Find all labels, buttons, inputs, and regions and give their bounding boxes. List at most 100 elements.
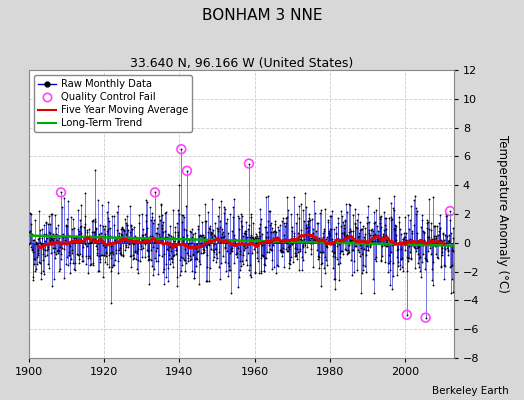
Point — [88, 229, 96, 235]
Point — [197, 240, 205, 246]
Point — [228, 204, 237, 210]
Point — [322, 257, 330, 263]
Point — [242, 219, 250, 226]
Point — [403, 254, 411, 260]
Point — [446, 208, 454, 214]
Point — [44, 244, 52, 250]
Point — [411, 245, 419, 252]
Point — [372, 258, 380, 264]
Point — [295, 203, 303, 209]
Point — [229, 214, 237, 220]
Point — [214, 228, 223, 234]
Point — [125, 238, 134, 244]
Point — [324, 219, 332, 225]
Point — [52, 248, 61, 254]
Point — [143, 225, 151, 231]
Point — [88, 218, 96, 224]
Point — [193, 222, 202, 229]
Point — [420, 255, 429, 261]
Point — [299, 243, 307, 249]
Point — [285, 265, 293, 272]
Point — [46, 237, 54, 243]
Point — [441, 232, 450, 238]
Point — [322, 244, 331, 250]
Point — [61, 239, 70, 246]
Point — [281, 223, 289, 230]
Point — [165, 252, 173, 258]
Point — [191, 269, 200, 275]
Point — [441, 210, 450, 217]
Point — [185, 257, 194, 263]
Point — [147, 257, 156, 264]
Point — [263, 239, 271, 245]
Point — [239, 230, 248, 236]
Point — [146, 217, 155, 223]
Point — [200, 235, 209, 242]
Point — [397, 246, 405, 252]
Point — [88, 236, 96, 242]
Point — [116, 245, 124, 251]
Point — [305, 240, 314, 247]
Point — [303, 221, 312, 228]
Point — [304, 228, 312, 234]
Point — [300, 218, 309, 224]
Point — [396, 256, 405, 262]
Point — [278, 253, 287, 259]
Point — [379, 231, 388, 237]
Point — [241, 245, 249, 251]
Point — [370, 238, 379, 244]
Point — [294, 267, 303, 273]
Point — [397, 256, 406, 262]
Point — [389, 260, 397, 266]
Point — [38, 241, 47, 247]
Point — [198, 242, 206, 249]
Point — [282, 246, 290, 252]
Point — [193, 249, 201, 256]
Point — [118, 226, 127, 232]
Point — [57, 251, 65, 258]
Point — [52, 231, 60, 238]
Point — [280, 220, 288, 226]
Point — [300, 239, 308, 246]
Point — [210, 240, 218, 247]
Point — [388, 242, 396, 248]
Point — [440, 276, 449, 282]
Point — [413, 244, 422, 250]
Point — [341, 216, 350, 223]
Point — [180, 256, 189, 263]
Point — [178, 219, 187, 226]
Point — [245, 160, 253, 167]
Point — [66, 243, 74, 249]
Point — [85, 240, 94, 246]
Point — [374, 228, 382, 234]
Point — [343, 250, 352, 256]
Point — [260, 261, 268, 267]
Point — [287, 210, 295, 217]
Point — [83, 239, 92, 246]
Point — [99, 222, 107, 229]
Point — [127, 222, 136, 229]
Point — [439, 231, 447, 237]
Point — [133, 237, 141, 243]
Point — [91, 218, 100, 225]
Point — [302, 224, 311, 230]
Point — [93, 246, 101, 252]
Point — [272, 270, 280, 276]
Point — [90, 229, 98, 236]
Point — [89, 260, 97, 266]
Point — [69, 266, 78, 272]
Point — [419, 242, 428, 249]
Point — [358, 251, 366, 257]
Point — [344, 233, 353, 239]
Point — [299, 207, 308, 214]
Point — [330, 276, 339, 282]
Point — [376, 224, 385, 230]
Point — [409, 242, 417, 249]
Point — [245, 160, 253, 167]
Point — [100, 252, 108, 258]
Point — [40, 222, 48, 228]
Point — [286, 261, 294, 268]
Point — [124, 243, 133, 250]
Point — [416, 254, 424, 260]
Point — [396, 265, 404, 272]
